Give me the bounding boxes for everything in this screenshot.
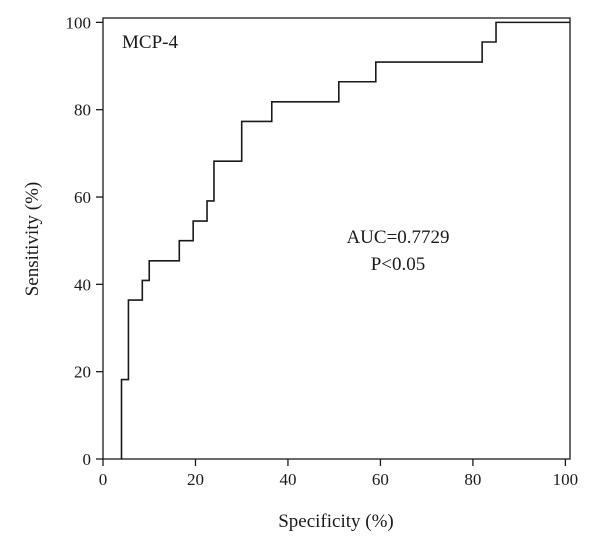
p-value-annotation: P<0.05	[371, 254, 426, 275]
x-tick-label: 60	[372, 470, 389, 489]
x-tick-label: 0	[99, 470, 108, 489]
auc-annotation: AUC=0.7729	[346, 227, 449, 248]
y-tick-label: 20	[74, 363, 91, 382]
y-tick-label: 0	[83, 450, 92, 469]
y-tick-label: 80	[74, 101, 91, 120]
roc-curve-line	[120, 21, 570, 459]
y-axis-label: Sensitivity (%)	[22, 182, 43, 297]
y-tick-label: 40	[74, 275, 91, 294]
x-tick-label: 20	[187, 470, 204, 489]
tick-labels: 0 20 40 60 80 100 0 20 40 60 80 100	[66, 13, 579, 489]
y-tick-label: 100	[66, 13, 92, 32]
x-axis-label: Specificity (%)	[278, 511, 394, 532]
x-tick-label: 80	[464, 470, 481, 489]
plot-axes	[102, 17, 571, 460]
y-tick-label: 60	[74, 188, 91, 207]
x-tick-label: 100	[553, 470, 579, 489]
plot-frame	[102, 17, 571, 460]
x-tick-label: 40	[279, 470, 296, 489]
axis-ticks	[96, 21, 567, 466]
chart-title: MCP-4	[122, 32, 178, 53]
